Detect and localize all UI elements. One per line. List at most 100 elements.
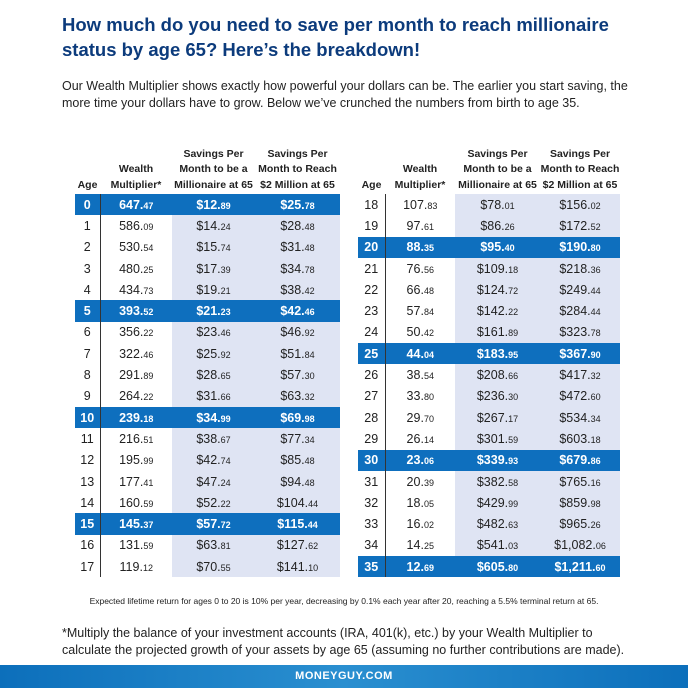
cell: $70.55 <box>172 556 255 578</box>
cell: 27 <box>358 385 386 407</box>
cell: $765.16 <box>540 470 620 493</box>
table: Age Wealth Multiplier* Savings Per Month t… <box>358 131 620 578</box>
cell: $28.48 <box>255 215 340 237</box>
cell: $104.44 <box>255 492 340 514</box>
cell: $382.58 <box>455 470 540 493</box>
cell: $78.01 <box>455 194 540 216</box>
cell: $183.95 <box>455 343 540 365</box>
row: 29 26.14 $301.59 $603.18 <box>358 428 620 450</box>
cell: $218.36 <box>540 257 620 280</box>
cell: $109.18 <box>455 257 540 280</box>
cell: $208.66 <box>455 364 540 386</box>
cell: 14.25 <box>406 538 434 553</box>
cell: 26.14 <box>406 431 434 446</box>
cell: 31 <box>358 470 386 493</box>
cell: 44.04 <box>385 343 455 365</box>
cell: 66.48 <box>406 282 434 297</box>
cell: $23.46 <box>172 321 255 344</box>
cell: 10 <box>75 406 101 429</box>
footnote: Expected lifetime return for ages 0 to 2… <box>89 596 599 606</box>
cell: $95.40 <box>455 236 540 258</box>
row: 31 20.39 $382.58 $765.16 <box>358 470 620 493</box>
cell: 57.84 <box>406 304 434 319</box>
column-header: Wealth Multiplier* <box>110 163 162 191</box>
cell: $17.39 <box>172 257 255 280</box>
cell: $86.26 <box>455 215 540 237</box>
row: 18 107.83 $78.01 $156.02 <box>358 194 620 216</box>
cell: 24 <box>358 321 386 344</box>
row: 20 88.35 $95.40 $190.80 <box>358 236 620 258</box>
cell: 76.56 <box>406 261 434 276</box>
column-header: Savings Per Month to be a Millionaire at… <box>458 147 537 191</box>
cell: 38.54 <box>406 368 434 383</box>
row: 12 195.99 $42.74 $85.48 <box>75 449 340 471</box>
cell: 23.06 <box>385 449 455 471</box>
cell: $156.02 <box>540 194 620 216</box>
row: 33 16.02 $482.63 $965.26 <box>358 513 620 535</box>
cell: 28 <box>358 406 386 429</box>
cell: 20.39 <box>406 474 434 489</box>
column-header: Savings Per Month to Reach $2 Million at… <box>258 147 337 191</box>
cell: $127.62 <box>255 534 340 557</box>
cell: 30 <box>358 449 386 471</box>
row: 1 586.09 $14.24 $28.48 <box>75 215 340 237</box>
cell: $190.80 <box>540 236 620 258</box>
cell: 16.02 <box>406 517 434 532</box>
cell: 33 <box>358 513 386 535</box>
cell: $38.42 <box>255 279 340 301</box>
cell: 0 <box>75 194 101 216</box>
row: 21 76.56 $109.18 $218.36 <box>358 257 620 280</box>
row: 11 216.51 $38.67 $77.34 <box>75 428 340 450</box>
cell: $85.48 <box>255 449 340 471</box>
cell: $94.48 <box>255 470 340 493</box>
cell: 177.41 <box>119 474 154 489</box>
cell: $161.89 <box>455 321 540 344</box>
cell: $51.84 <box>255 343 340 365</box>
row: 25 44.04 $183.95 $367.90 <box>358 343 620 365</box>
cell: $141.10 <box>255 556 340 578</box>
cell: 29.70 <box>406 410 434 425</box>
row: 10 239.18 $34.99 $69.98 <box>75 406 340 429</box>
cell: 34 <box>358 534 386 557</box>
cell: $679.86 <box>540 449 620 471</box>
cell: 3 <box>75 257 101 280</box>
cell: $19.21 <box>172 279 255 301</box>
cell: 216.51 <box>119 431 154 446</box>
cell: $28.65 <box>172 364 255 386</box>
cell: 22 <box>358 279 386 301</box>
row: 28 29.70 $267.17 $534.34 <box>358 406 620 429</box>
cell: 264.22 <box>119 389 154 404</box>
cell: 434.73 <box>119 282 154 297</box>
cell: $301.59 <box>455 428 540 450</box>
cell: 97.61 <box>406 218 434 233</box>
cell: 19 <box>358 215 386 237</box>
cell: $603.18 <box>540 428 620 450</box>
table: Age Wealth Multiplier* Savings Per Month t… <box>75 131 340 578</box>
cell: $482.63 <box>455 513 540 535</box>
cell: $124.72 <box>455 279 540 301</box>
cell: $541.03 <box>455 534 540 557</box>
cell: $47.24 <box>172 470 255 493</box>
cell: $63.32 <box>255 385 340 407</box>
cell: $534.34 <box>540 406 620 429</box>
cell: $1,082.06 <box>540 534 620 557</box>
cell: $323.78 <box>540 321 620 344</box>
row: 4 434.73 $19.21 $38.42 <box>75 279 340 301</box>
row: 0 647.47 $12.89 $25.78 <box>75 194 340 216</box>
row: 7 322.46 $25.92 $51.84 <box>75 343 340 365</box>
cell: 647.47 <box>100 194 172 216</box>
header-row: Age Wealth Multiplier* Savings Per Month t… <box>358 131 620 194</box>
cell: $12.89 <box>172 194 255 216</box>
cell: 393.52 <box>100 300 172 322</box>
cell: 131.59 <box>119 538 154 553</box>
column-header: Savings Per Month to Reach $2 Million at… <box>540 147 620 191</box>
row: 30 23.06 $339.93 $679.86 <box>358 449 620 471</box>
cell: 530.54 <box>119 240 154 255</box>
cell: 20 <box>358 236 386 258</box>
row: 15 145.37 $57.72 $115.44 <box>75 513 340 535</box>
cell: 16 <box>75 534 101 557</box>
row: 19 97.61 $86.26 $172.52 <box>358 215 620 237</box>
cell: 88.35 <box>385 236 455 258</box>
row: 8 291.89 $28.65 $57.30 <box>75 364 340 386</box>
